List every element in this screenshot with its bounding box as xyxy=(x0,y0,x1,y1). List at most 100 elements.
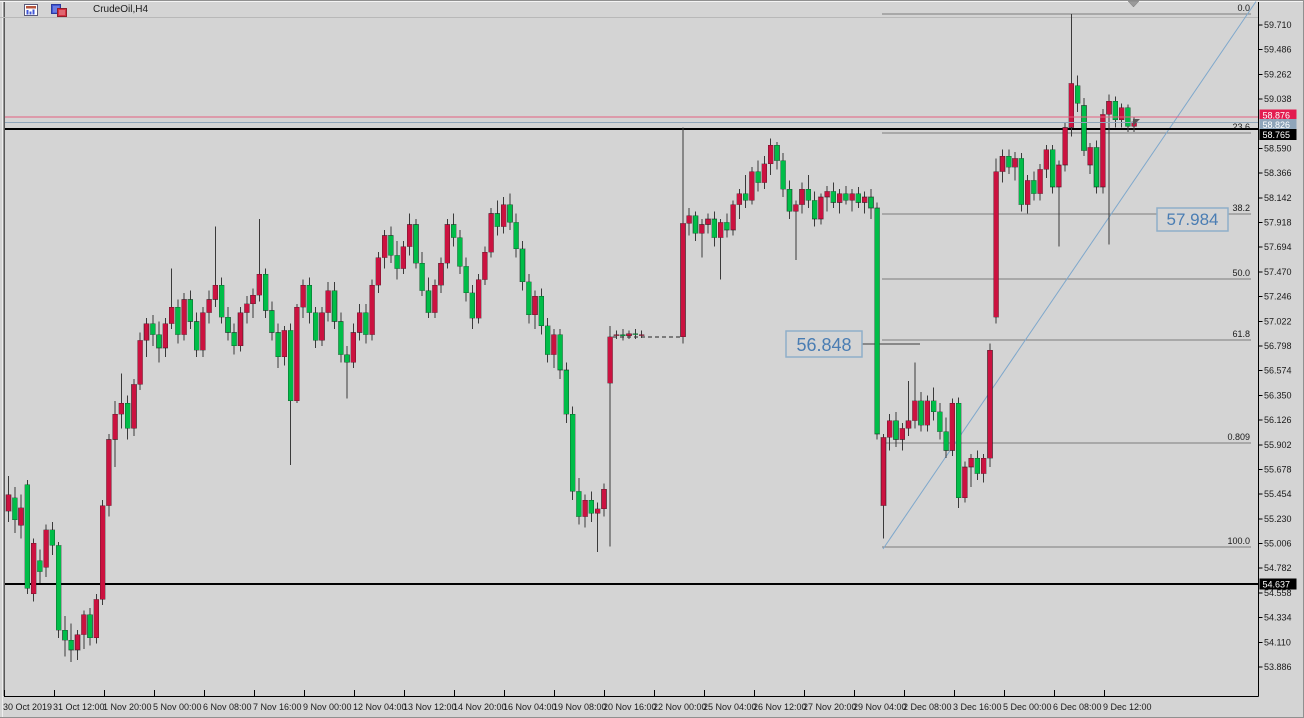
candle-body xyxy=(350,332,357,363)
price-axis-tick-label: 59.262 xyxy=(1264,69,1292,79)
time-axis-tick-label: 9 Dec 12:00 xyxy=(1103,702,1152,712)
time-axis-tick-label: 14 Nov 20:00 xyxy=(453,702,507,712)
candle-body xyxy=(325,290,332,313)
candle-body xyxy=(18,507,24,526)
candle-body xyxy=(824,191,830,198)
candle-body xyxy=(137,339,143,385)
candle-body xyxy=(400,246,407,269)
candle-body xyxy=(569,413,576,492)
candle-body xyxy=(576,490,582,517)
time-axis-tick-label: 2 Dec 08:00 xyxy=(903,702,952,712)
time-axis-tick-label: 25 Nov 04:00 xyxy=(703,702,757,712)
candle-body xyxy=(24,484,31,589)
candle-body xyxy=(431,284,438,313)
fib-level-label: 50.0 xyxy=(1232,268,1250,278)
candle-body xyxy=(1068,83,1075,128)
candle-body xyxy=(761,163,768,183)
candle-body xyxy=(1031,180,1037,194)
candle-body xyxy=(1005,155,1012,168)
candle-body xyxy=(287,330,294,402)
candle-body xyxy=(193,321,200,351)
price-axis-tick-label: 58.142 xyxy=(1264,193,1292,203)
candle-body xyxy=(774,144,780,161)
candle-body xyxy=(463,266,469,294)
candle-body xyxy=(880,436,887,506)
candle-body xyxy=(488,213,495,253)
candle-body xyxy=(525,281,532,316)
candle-body xyxy=(974,457,981,474)
scroll-position-marker[interactable] xyxy=(1127,0,1140,8)
time-axis-tick-label: 12 Nov 04:00 xyxy=(353,702,407,712)
candle-body xyxy=(868,196,874,209)
candle-body xyxy=(175,306,181,336)
fib-level-label: 100.0 xyxy=(1227,536,1250,546)
price-axis-tick-label: 57.022 xyxy=(1264,316,1292,326)
candle-body xyxy=(12,497,18,521)
candle-body xyxy=(143,323,150,341)
candle-body xyxy=(962,466,968,499)
price-axis-tick-label: 55.454 xyxy=(1264,489,1292,499)
candle-body xyxy=(1024,180,1031,205)
candle-body xyxy=(1049,149,1056,188)
indicators-icon[interactable] xyxy=(51,4,68,17)
chart-window-icon[interactable] xyxy=(24,4,38,16)
candle-body xyxy=(987,349,993,459)
candle-body xyxy=(836,193,843,203)
candle-body xyxy=(444,224,451,264)
candle-body xyxy=(755,171,762,183)
price-axis-tick-label: 55.006 xyxy=(1264,539,1292,549)
candle-body xyxy=(475,279,482,319)
candle-body xyxy=(607,336,614,384)
candle-body xyxy=(482,251,488,280)
candle-body xyxy=(861,196,868,203)
time-axis-tick-label: 20 Nov 16:00 xyxy=(603,702,657,712)
candle-body xyxy=(619,334,626,337)
price-axis-tick-label: 56.798 xyxy=(1264,341,1292,351)
candle-body xyxy=(519,248,526,283)
candle-body xyxy=(855,193,862,203)
candle-body xyxy=(849,193,856,201)
candle-body xyxy=(124,402,131,429)
candle-body xyxy=(638,334,645,337)
price-axis-tick-label: 58.590 xyxy=(1264,143,1292,153)
candle-body xyxy=(200,312,206,351)
time-axis-tick-label: 16 Nov 04:00 xyxy=(503,702,557,712)
candle-body xyxy=(968,457,975,468)
candle-body xyxy=(1081,105,1087,151)
candle-body xyxy=(413,224,419,264)
candle-body xyxy=(601,488,607,510)
candle-body xyxy=(742,193,749,201)
candle-body xyxy=(68,639,74,651)
candle-body xyxy=(513,222,520,250)
candle-body xyxy=(538,295,545,327)
candle-body xyxy=(256,273,263,296)
time-axis-tick-label: 3 Dec 16:00 xyxy=(953,702,1002,712)
trendline[interactable] xyxy=(882,1,1257,550)
candle-body xyxy=(212,284,219,300)
price-axis-tick-label: 54.334 xyxy=(1264,613,1292,623)
candle-body xyxy=(74,634,81,651)
candle-body xyxy=(924,400,931,426)
price-tag-box[interactable] xyxy=(1156,207,1229,232)
candle-body xyxy=(294,306,300,402)
time-axis-tick-label: 13 Nov 12:00 xyxy=(403,702,457,712)
time-axis-tick-label: 9 Nov 00:00 xyxy=(303,702,352,712)
candle-body xyxy=(705,218,711,225)
candle-body xyxy=(300,284,307,308)
price-label-text: 58.765 xyxy=(1263,130,1291,140)
time-axis-tick-label: 5 Nov 00:00 xyxy=(153,702,202,712)
chart-title: CrudeOil,H4 xyxy=(93,4,149,15)
candle-body xyxy=(899,428,906,440)
chart-titlebar[interactable]: CrudeOil,H4 xyxy=(0,1,1258,17)
time-axis-tick-label: 30 Oct 2019 xyxy=(3,702,52,712)
price-tag-box[interactable] xyxy=(785,330,863,358)
time-axis-tick-label: 7 Nov 16:00 xyxy=(253,702,302,712)
candle-body xyxy=(749,171,755,201)
candle-body xyxy=(730,204,736,231)
candle-body xyxy=(980,457,987,474)
fib-level-label: 38.2 xyxy=(1232,203,1250,213)
price-axis-tick-label: 55.230 xyxy=(1264,514,1292,524)
candle-body xyxy=(244,303,250,313)
candle-body xyxy=(723,222,730,231)
